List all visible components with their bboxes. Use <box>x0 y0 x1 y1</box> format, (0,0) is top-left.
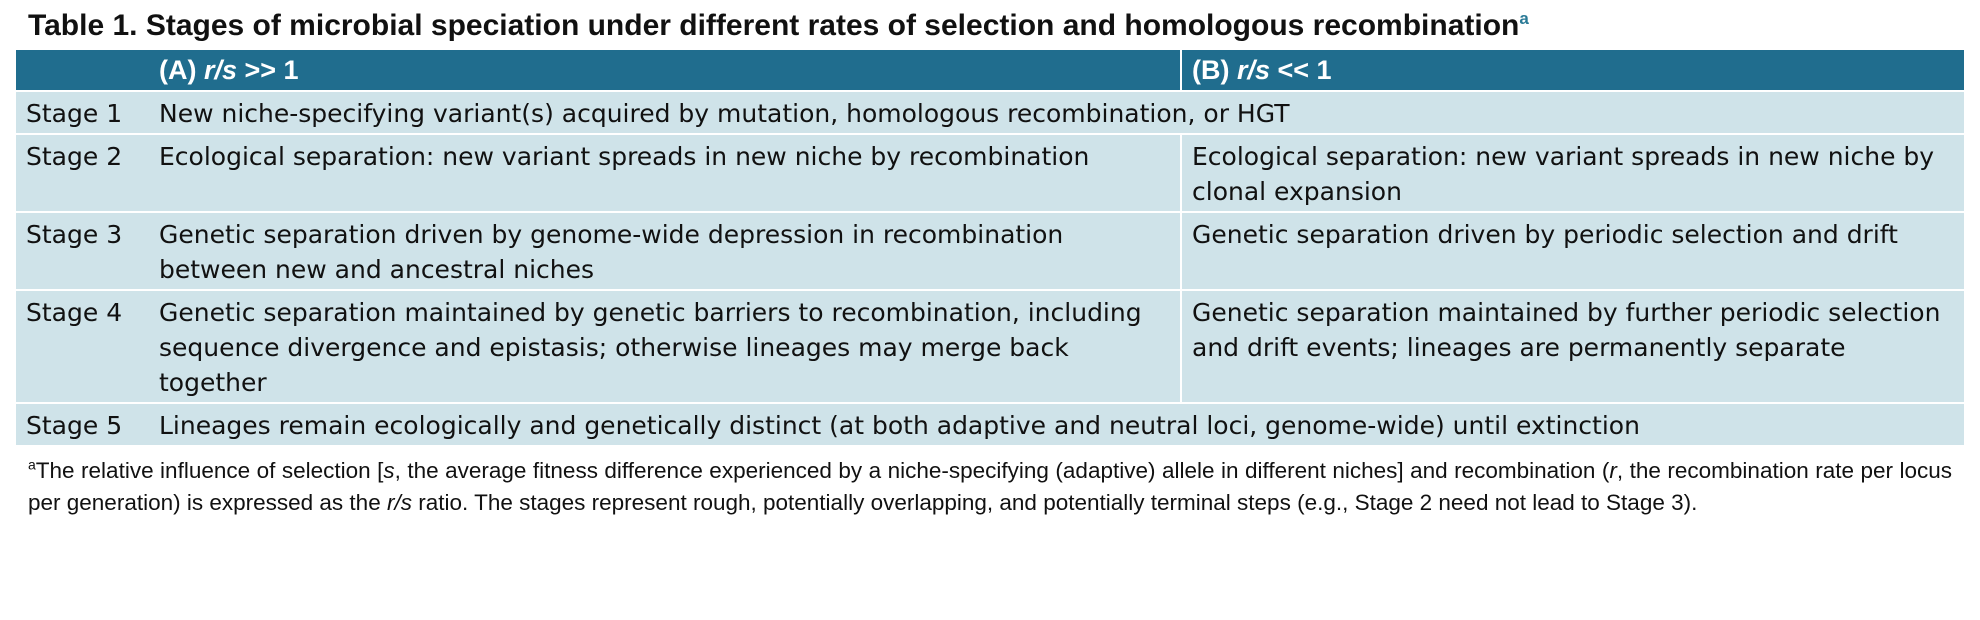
cell-a: Genetic separation maintained by genetic… <box>149 289 1181 403</box>
speciation-table: (A) r/s >> 1 (B) r/s << 1 Stage 1 New ni… <box>16 50 1964 445</box>
stage-label: Stage 4 <box>16 289 149 403</box>
header-row: (A) r/s >> 1 (B) r/s << 1 <box>16 50 1964 91</box>
footnote-marker: a <box>28 456 36 473</box>
table-footnote: aThe relative influence of selection [s,… <box>16 455 1964 519</box>
table-row: Stage 3 Genetic separation driven by gen… <box>16 211 1964 290</box>
footnote-text: , the average fitness difference experie… <box>394 458 1610 483</box>
column-b-suffix: << 1 <box>1270 54 1332 85</box>
column-b-prefix: (B) <box>1192 54 1237 85</box>
table-row: Stage 5 Lineages remain ecologically and… <box>16 402 1964 445</box>
column-a-prefix: (A) <box>159 54 204 85</box>
cell-a: Genetic separation driven by genome-wide… <box>149 211 1181 290</box>
footnote-var-r: r <box>1609 458 1617 483</box>
cell-b: Genetic separation maintained by further… <box>1180 289 1964 403</box>
stage-label: Stage 5 <box>16 402 149 445</box>
table-header: (A) r/s >> 1 (B) r/s << 1 <box>16 50 1964 91</box>
stage-label: Stage 2 <box>16 133 149 212</box>
footnote-text: ratio. The stages represent rough, poten… <box>411 490 1698 515</box>
table-title-text: Table 1. Stages of microbial speciation … <box>28 9 1520 42</box>
cell-a: New niche-specifying variant(s) acquired… <box>149 90 1964 134</box>
title-footnote-marker: a <box>1519 9 1529 28</box>
table-title: Table 1. Stages of microbial speciation … <box>16 6 1964 46</box>
table-row: Stage 2 Ecological separation: new varia… <box>16 133 1964 212</box>
footnote-var-s: s <box>383 458 395 483</box>
footnote-var-ratio: r/s <box>386 490 412 515</box>
header-column-b: (B) r/s << 1 <box>1180 50 1964 91</box>
table-row: Stage 4 Genetic separation maintained by… <box>16 289 1964 403</box>
column-a-ratio: r/s <box>203 54 238 85</box>
header-column-a: (A) r/s >> 1 <box>149 50 1181 91</box>
table-body: Stage 1 New niche-specifying variant(s) … <box>16 90 1964 445</box>
table-figure: Table 1. Stages of microbial speciation … <box>16 6 1964 519</box>
cell-a: Ecological separation: new variant sprea… <box>149 133 1181 212</box>
cell-b: Ecological separation: new variant sprea… <box>1180 133 1964 212</box>
cell-b: Genetic separation driven by periodic se… <box>1180 211 1964 290</box>
header-stage-column <box>16 50 149 91</box>
stage-label: Stage 3 <box>16 211 149 290</box>
table-row: Stage 1 New niche-specifying variant(s) … <box>16 90 1964 134</box>
cell-a: Lineages remain ecologically and genetic… <box>149 402 1964 445</box>
footnote-text: , the recombination rate per locus per g… <box>28 458 1952 515</box>
column-a-suffix: >> 1 <box>237 54 299 85</box>
column-b-ratio: r/s <box>1236 54 1271 85</box>
footnote-text: The relative influence of selection [ <box>35 458 384 483</box>
stage-label: Stage 1 <box>16 90 149 134</box>
